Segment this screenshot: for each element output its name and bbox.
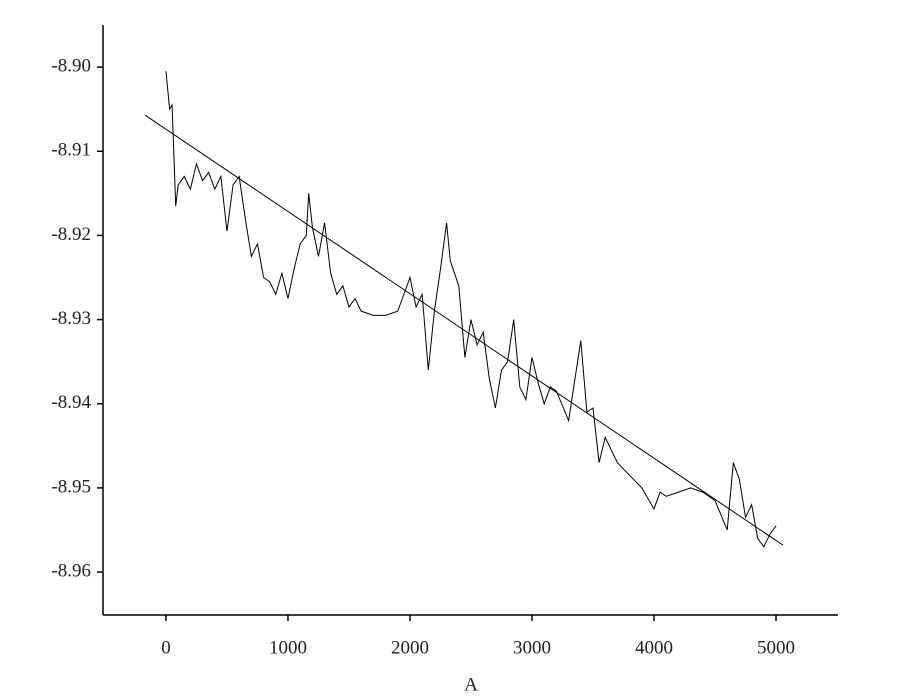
y-tick-label: -8.91 xyxy=(51,140,91,161)
y-tick-label: -8.96 xyxy=(51,560,91,581)
x-tick-label: 0 xyxy=(161,637,171,658)
y-tick-label: -8.90 xyxy=(51,55,91,76)
x-tick-label: 2000 xyxy=(391,637,429,658)
y-tick-label: -8.93 xyxy=(51,308,91,329)
y-tick-label: -8.92 xyxy=(51,224,91,245)
x-tick-label: 4000 xyxy=(635,637,673,658)
y-tick-label: -8.95 xyxy=(51,476,91,497)
data-line xyxy=(165,71,777,548)
x-axis-label: A xyxy=(464,674,478,695)
x-tick-label: 3000 xyxy=(513,637,551,658)
y-tick-label: -8.94 xyxy=(51,392,91,413)
x-tick-label: 5000 xyxy=(757,637,795,658)
x-tick-label: 1000 xyxy=(269,637,307,658)
data-line xyxy=(144,114,784,546)
